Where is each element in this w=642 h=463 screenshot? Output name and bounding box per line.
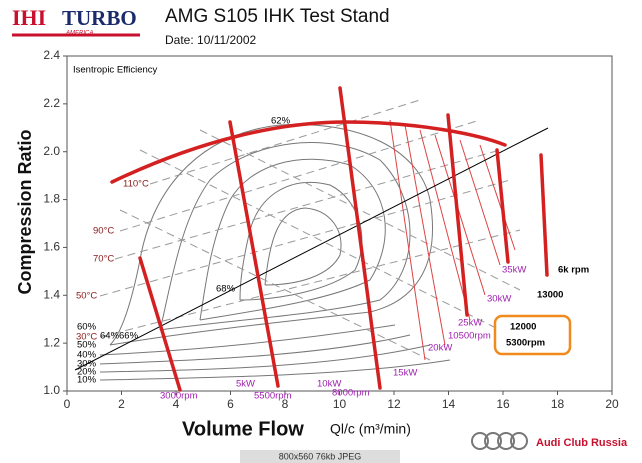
annotation: 40% xyxy=(77,350,97,361)
chart-subtitle: Date: 10/11/2002 xyxy=(165,33,257,47)
annotation: 5300rpm xyxy=(506,338,545,349)
y-tick-label: 1.4 xyxy=(43,287,60,301)
red-overlay xyxy=(110,86,549,392)
y-tick-label: 1.0 xyxy=(43,383,60,397)
x-tick-label: 20 xyxy=(605,397,619,411)
power-lines xyxy=(389,119,516,361)
annotation: 50% xyxy=(77,340,97,351)
x-tick-label: 14 xyxy=(442,397,456,411)
x-tick-label: 4 xyxy=(173,397,180,411)
y-tick-label: 1.6 xyxy=(43,240,60,254)
annotation: 64%66% xyxy=(100,331,139,342)
annotation: 62% xyxy=(271,116,291,127)
highlight-box xyxy=(493,314,572,356)
annotation: 10500rpm xyxy=(448,331,491,342)
image-info: 800x560 76kb JPEG xyxy=(279,451,362,461)
logo-region: AMERICA xyxy=(65,31,93,37)
footer-bar xyxy=(240,450,400,463)
annotation: 8000rpm xyxy=(332,388,370,399)
annotation: 60% xyxy=(77,322,97,333)
annotation: 50°C xyxy=(76,291,97,302)
annotation: 10% xyxy=(77,375,97,386)
x-tick-label: 16 xyxy=(496,397,510,411)
x-tick-label: 0 xyxy=(64,397,71,411)
annotation: 25kW xyxy=(458,318,482,329)
x-tick-label: 6 xyxy=(227,397,234,411)
x-tick-label: 8 xyxy=(282,397,289,411)
x-axis-label: Volume Flow xyxy=(182,418,304,440)
y-tick-label: 2.0 xyxy=(43,144,60,158)
annotation: 13000 xyxy=(537,290,563,301)
annotation: 15kW xyxy=(393,368,417,379)
y-axis-label: Compression Ratio xyxy=(15,129,35,294)
annotation: 30% xyxy=(77,359,97,370)
y-tick-label: 2.2 xyxy=(43,96,60,110)
x-tick-label: 2 xyxy=(118,397,125,411)
logo-brand: IHI xyxy=(12,5,46,30)
x-tick-label: 18 xyxy=(551,397,565,411)
annotation: 5kW xyxy=(236,379,255,390)
operating-line xyxy=(74,127,549,371)
annotation: 30°C xyxy=(76,332,97,343)
club-name: Audi Club Russia xyxy=(536,437,628,449)
annotation: 30kW xyxy=(487,294,511,305)
chart-title: AMG S105 IHK Test Stand xyxy=(165,6,390,27)
y-tick-label: 2.4 xyxy=(43,48,60,62)
annotation: 12000 xyxy=(510,322,536,333)
y-tick-label: 1.2 xyxy=(43,335,60,349)
annotation: 68% xyxy=(216,284,236,295)
logo-name: TURBO xyxy=(62,6,137,30)
annotation: 6k rpm xyxy=(558,265,589,276)
annotation: 70°C xyxy=(93,254,114,265)
annotation: Isentropic Efficiency xyxy=(73,65,158,76)
annotation: 20kW xyxy=(428,343,452,354)
audi-rings xyxy=(471,432,528,450)
y-tick-label: 1.8 xyxy=(43,192,60,206)
annotation: 3000rpm xyxy=(160,391,198,402)
annotation: 90°C xyxy=(93,226,114,237)
x-tick-label: 12 xyxy=(387,397,401,411)
annotation: 20% xyxy=(77,367,97,378)
x-tick-label: 10 xyxy=(333,397,347,411)
temperature-lines xyxy=(99,99,521,361)
annotation: 5500rpm xyxy=(254,391,292,402)
annotation: 110°C xyxy=(123,179,149,190)
annotation: 35kW xyxy=(502,265,526,276)
x-axis-unit: Ql/c (m³/min) xyxy=(330,421,411,437)
annotation: 10kW xyxy=(317,379,341,390)
